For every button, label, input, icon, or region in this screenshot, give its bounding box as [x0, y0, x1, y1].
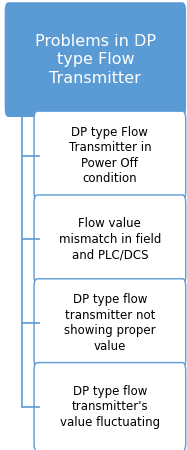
FancyBboxPatch shape	[34, 363, 186, 450]
Text: DP type Flow
Transmitter in
Power Off
condition: DP type Flow Transmitter in Power Off co…	[69, 126, 151, 185]
FancyBboxPatch shape	[5, 2, 186, 117]
Text: DP type flow
transmitter's
value fluctuating: DP type flow transmitter's value fluctua…	[60, 385, 160, 429]
FancyBboxPatch shape	[34, 111, 186, 200]
Text: Flow value
mismatch in field
and PLC/DCS: Flow value mismatch in field and PLC/DCS	[59, 217, 161, 261]
FancyBboxPatch shape	[34, 195, 186, 284]
Text: Problems in DP
type Flow
Transmitter: Problems in DP type Flow Transmitter	[35, 33, 156, 86]
Text: DP type flow
transmitter not
showing proper
value: DP type flow transmitter not showing pro…	[64, 293, 156, 353]
FancyBboxPatch shape	[34, 279, 186, 368]
